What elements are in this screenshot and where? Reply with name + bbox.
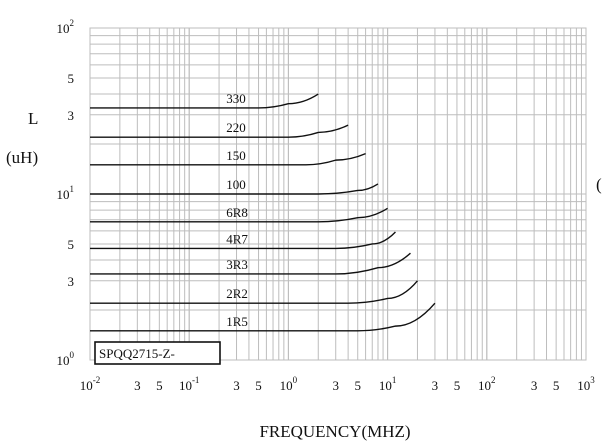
y-tick-label: 5: [68, 71, 75, 86]
series-label-2R2: 2R2: [226, 286, 248, 301]
y-tick-label: 101: [57, 184, 75, 202]
series-label-330: 330: [226, 91, 246, 106]
x-tick-labels: 10-2 3 5 10-1 3 5 100 3 5 101 3 5 102 3 5 103: [80, 375, 596, 393]
series-label-220: 220: [226, 120, 246, 135]
part-number-box: [94, 341, 221, 365]
series-label-150: 150: [226, 148, 246, 163]
x-tick-label: 5: [454, 378, 461, 393]
x-tick-label: 102: [478, 375, 496, 393]
y-tick-label: 5: [68, 237, 75, 252]
series-line-2R2: [90, 280, 418, 304]
y-tick-label: 3: [68, 274, 75, 289]
chart-series-labels: 330 220 150 100 6R8 4R7 3R3 2R2 1R5: [226, 91, 248, 329]
x-tick-label: 101: [379, 375, 397, 393]
x-tick-label: 3: [332, 378, 339, 393]
series-line-3R3: [90, 252, 411, 275]
series-line-1R5: [90, 302, 436, 332]
y-tick-label: 102: [57, 18, 75, 36]
x-tick-label: 3: [134, 378, 141, 393]
series-label-6R8: 6R8: [226, 205, 248, 220]
y-axis-title-unit: (uH): [6, 148, 38, 167]
x-tick-label: 5: [255, 378, 262, 393]
x-tick-label: 3: [432, 378, 439, 393]
x-tick-label: 5: [553, 378, 560, 393]
x-tick-label: 3: [233, 378, 240, 393]
x-tick-label: 5: [156, 378, 163, 393]
series-line-4R7: [90, 231, 396, 250]
part-number-label: SPQQ2715-Z-: [99, 346, 175, 361]
series-line-6R8: [90, 207, 388, 223]
y-tick-labels: 100 3 5 101 3 5 102: [57, 18, 75, 368]
x-tick-label: 3: [531, 378, 538, 393]
x-tick-label: 100: [280, 375, 298, 393]
x-tick-label: 10-2: [80, 375, 101, 393]
series-line-220: [90, 124, 349, 138]
series-line-330: [90, 93, 319, 109]
series-label-3R3: 3R3: [226, 257, 248, 272]
chart-series: [90, 93, 436, 332]
edge-mark: (: [596, 175, 602, 194]
x-axis-title: FREQUENCY(MHZ): [259, 422, 410, 441]
x-tick-label: 10-1: [179, 375, 200, 393]
series-label-1R5: 1R5: [226, 314, 248, 329]
x-tick-label: 103: [577, 375, 595, 393]
y-tick-label: 3: [68, 108, 75, 123]
series-label-4R7: 4R7: [226, 231, 248, 246]
y-axis-title-l: L: [28, 109, 38, 128]
x-tick-label: 5: [354, 378, 361, 393]
y-tick-label: 100: [57, 350, 75, 368]
series-label-100: 100: [226, 177, 246, 192]
series-line-150: [90, 153, 366, 166]
series-line-100: [90, 183, 379, 195]
